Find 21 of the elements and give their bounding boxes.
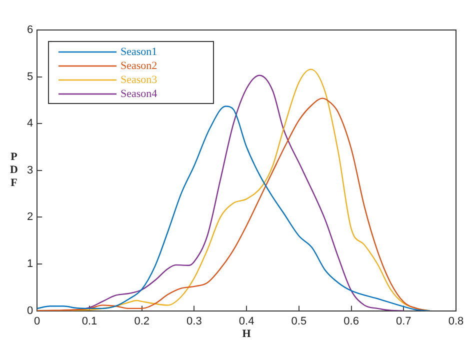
y-tick-label: 5 xyxy=(26,70,34,83)
x-tick-label: 0.3 xyxy=(186,315,202,328)
y-tick-label: 3 xyxy=(26,164,34,176)
text: Season4 xyxy=(120,88,158,100)
x-tick-label: 0.4 xyxy=(238,315,254,328)
x-tick-label: 0.7 xyxy=(396,315,412,328)
y-tick-label: 1 xyxy=(26,258,34,270)
text: Season2 xyxy=(120,60,158,72)
x-tick-label: 0.1 xyxy=(82,315,98,328)
y-tick-label: 4 xyxy=(26,118,34,130)
x-tick-label: 0.6 xyxy=(344,315,359,328)
x-tick-label: 0.2 xyxy=(134,315,150,328)
x-tick-label: 0.8 xyxy=(448,315,464,328)
y-axis-title: PDF xyxy=(10,151,18,190)
y-tick-label: 6 xyxy=(26,24,34,36)
y-tick-label: 2 xyxy=(26,211,34,224)
text: Season1 xyxy=(120,46,158,58)
x-tick-label: 0.5 xyxy=(291,315,307,328)
text: Season3 xyxy=(120,74,158,86)
x-axis-title: H xyxy=(242,328,252,340)
y-tick-label: 0 xyxy=(26,304,34,317)
